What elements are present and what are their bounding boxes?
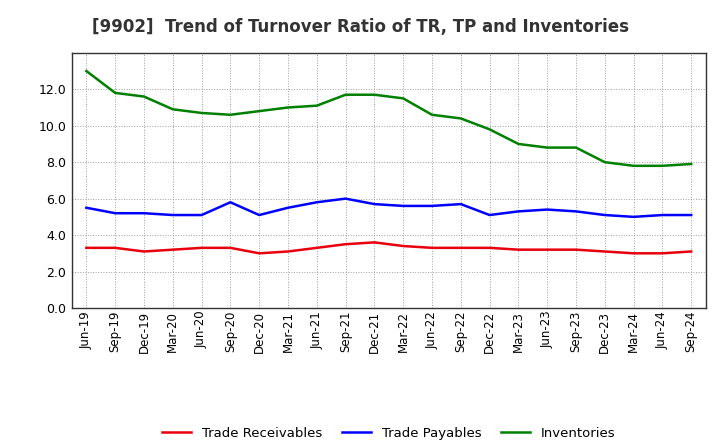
Trade Payables xyxy=(255,213,264,218)
Trade Receivables xyxy=(399,243,408,249)
Trade Receivables xyxy=(370,240,379,245)
Trade Receivables xyxy=(341,242,350,247)
Trade Receivables xyxy=(514,247,523,252)
Trade Receivables xyxy=(140,249,148,254)
Inventories xyxy=(514,141,523,147)
Trade Payables xyxy=(399,203,408,209)
Trade Payables xyxy=(140,211,148,216)
Line: Trade Receivables: Trade Receivables xyxy=(86,242,691,253)
Inventories xyxy=(341,92,350,97)
Line: Inventories: Inventories xyxy=(86,71,691,166)
Inventories xyxy=(456,116,465,121)
Inventories xyxy=(197,110,206,116)
Inventories xyxy=(312,103,321,108)
Inventories xyxy=(485,127,494,132)
Trade Payables xyxy=(485,213,494,218)
Trade Payables xyxy=(456,202,465,207)
Inventories xyxy=(255,109,264,114)
Trade Payables xyxy=(312,200,321,205)
Line: Trade Payables: Trade Payables xyxy=(86,198,691,217)
Trade Payables xyxy=(658,213,667,218)
Inventories xyxy=(629,163,638,169)
Trade Payables xyxy=(370,202,379,207)
Trade Payables xyxy=(543,207,552,212)
Trade Payables xyxy=(168,213,177,218)
Trade Receivables xyxy=(485,245,494,250)
Inventories xyxy=(428,112,436,117)
Trade Receivables xyxy=(658,251,667,256)
Trade Payables xyxy=(687,213,696,218)
Trade Receivables xyxy=(543,247,552,252)
Trade Payables xyxy=(284,205,292,210)
Trade Receivables xyxy=(687,249,696,254)
Trade Receivables xyxy=(600,249,609,254)
Trade Receivables xyxy=(572,247,580,252)
Inventories xyxy=(226,112,235,117)
Inventories xyxy=(140,94,148,99)
Legend: Trade Receivables, Trade Payables, Inventories: Trade Receivables, Trade Payables, Inven… xyxy=(157,422,621,440)
Inventories xyxy=(82,68,91,73)
Inventories xyxy=(399,96,408,101)
Trade Payables xyxy=(82,205,91,210)
Trade Payables xyxy=(111,211,120,216)
Inventories xyxy=(543,145,552,150)
Trade Receivables xyxy=(312,245,321,250)
Trade Payables xyxy=(428,203,436,209)
Inventories xyxy=(111,90,120,95)
Trade Receivables xyxy=(428,245,436,250)
Trade Receivables xyxy=(226,245,235,250)
Trade Payables xyxy=(629,214,638,220)
Inventories xyxy=(600,160,609,165)
Trade Receivables xyxy=(82,245,91,250)
Trade Payables xyxy=(197,213,206,218)
Trade Receivables xyxy=(456,245,465,250)
Trade Payables xyxy=(572,209,580,214)
Inventories xyxy=(687,161,696,167)
Trade Receivables xyxy=(255,251,264,256)
Trade Payables xyxy=(600,213,609,218)
Inventories xyxy=(370,92,379,97)
Trade Payables xyxy=(514,209,523,214)
Inventories xyxy=(168,106,177,112)
Text: [9902]  Trend of Turnover Ratio of TR, TP and Inventories: [9902] Trend of Turnover Ratio of TR, TP… xyxy=(91,18,629,36)
Trade Receivables xyxy=(629,251,638,256)
Trade Receivables xyxy=(168,247,177,252)
Inventories xyxy=(572,145,580,150)
Trade Receivables xyxy=(111,245,120,250)
Inventories xyxy=(284,105,292,110)
Trade Receivables xyxy=(284,249,292,254)
Trade Payables xyxy=(226,200,235,205)
Trade Payables xyxy=(341,196,350,201)
Inventories xyxy=(658,163,667,169)
Trade Receivables xyxy=(197,245,206,250)
